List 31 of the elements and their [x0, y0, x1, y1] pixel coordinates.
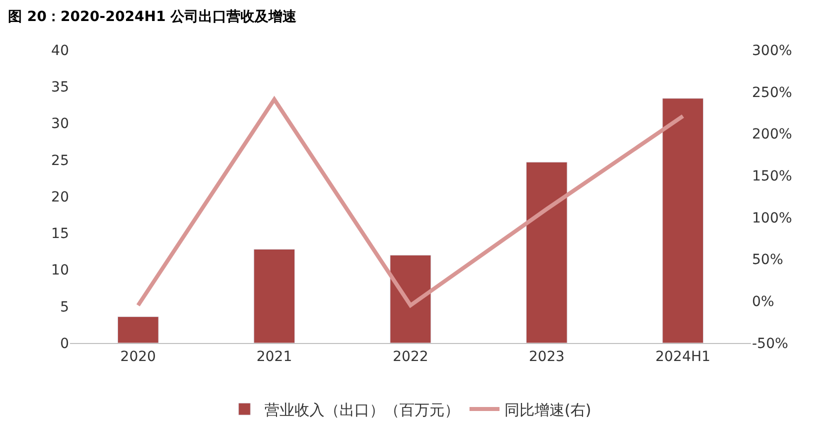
x-tick-label: 2021 [256, 348, 292, 365]
y2-tick-label: 100% [752, 210, 792, 226]
x-tick-label: 2024H1 [655, 348, 710, 365]
line-series [136, 97, 685, 308]
x-tick-label: 2020 [120, 348, 156, 365]
y-tick-label: 35 [51, 80, 69, 96]
y2-tick-label: 0% [752, 294, 774, 310]
y-tick-label: 25 [51, 152, 69, 169]
legend-label: 营业收入（出口）（百万元） [264, 400, 460, 419]
y-tick-label: 15 [51, 226, 69, 242]
y2-tick-label: 50% [752, 252, 784, 268]
bar [662, 98, 704, 343]
y2-tick-label: 150% [752, 168, 792, 184]
y2-tick-label: 300% [752, 42, 792, 59]
y-tick-label: 30 [51, 116, 69, 132]
bar [390, 254, 432, 343]
y-tick-label: 20 [51, 189, 69, 206]
bar [254, 248, 295, 343]
x-tick-label: 2022 [392, 348, 428, 365]
y2-tick-label: -50% [752, 336, 788, 352]
bar [117, 316, 159, 343]
y-tick-label: 10 [51, 262, 69, 279]
bar [526, 162, 568, 343]
y2-tick-label: 200% [752, 126, 792, 143]
x-tick-label: 2023 [528, 348, 565, 365]
y-tick-label: 40 [51, 42, 69, 59]
y2-tick-label: 250% [752, 84, 792, 101]
y-tick-label: 5 [60, 299, 69, 316]
y-tick-label: 0 [60, 336, 69, 352]
legend-label: 同比增速(右) [504, 400, 592, 419]
chart-title: 图 20：2020-2024H1 公司出口营收及增速 [8, 8, 298, 25]
